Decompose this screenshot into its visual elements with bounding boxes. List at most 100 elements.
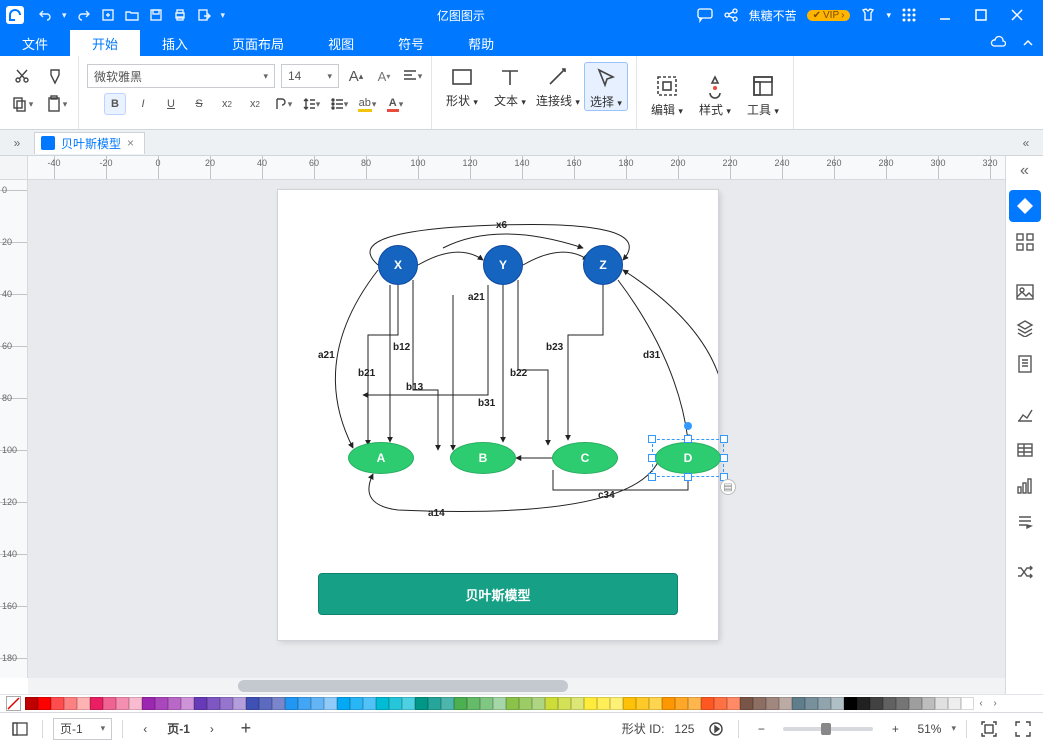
horizontal-scrollbar[interactable] xyxy=(28,678,1005,694)
color-swatch[interactable] xyxy=(896,697,909,710)
color-swatch[interactable] xyxy=(558,697,571,710)
color-swatch[interactable] xyxy=(194,697,207,710)
palette-chevron-icon[interactable]: › xyxy=(988,698,1002,709)
color-swatch[interactable] xyxy=(376,697,389,710)
rpane-image-icon[interactable] xyxy=(1009,276,1041,308)
rpane-chart-icon[interactable] xyxy=(1009,398,1041,430)
menu-item-6[interactable]: 帮助 xyxy=(446,30,516,56)
color-swatch[interactable] xyxy=(935,697,948,710)
status-layout-icon[interactable] xyxy=(8,717,32,741)
node-A[interactable]: A xyxy=(348,442,414,474)
zoom-thumb[interactable] xyxy=(821,723,831,735)
color-swatch[interactable] xyxy=(610,697,623,710)
rpane-indent-icon[interactable] xyxy=(1009,506,1041,538)
export-caret-icon[interactable]: ▾ xyxy=(221,10,226,21)
color-swatch[interactable] xyxy=(818,697,831,710)
color-swatch[interactable] xyxy=(363,697,376,710)
redo-icon[interactable] xyxy=(77,8,91,22)
diagram-title-box[interactable]: 贝叶斯模型 xyxy=(318,573,678,615)
color-swatch[interactable] xyxy=(311,697,324,710)
color-swatch[interactable] xyxy=(727,697,740,710)
save-icon[interactable] xyxy=(149,8,163,22)
color-swatch[interactable] xyxy=(38,697,51,710)
color-swatch[interactable] xyxy=(233,697,246,710)
menu-item-1[interactable]: 开始 xyxy=(70,30,140,56)
maximize-button[interactable] xyxy=(963,0,999,30)
color-swatch[interactable] xyxy=(883,697,896,710)
skin-caret-icon[interactable]: ▾ xyxy=(886,10,891,21)
color-swatch[interactable] xyxy=(701,697,714,710)
rotation-handle[interactable] xyxy=(684,422,692,430)
color-swatch[interactable] xyxy=(207,697,220,710)
menu-item-5[interactable]: 符号 xyxy=(376,30,446,56)
export-icon[interactable] xyxy=(197,8,211,22)
color-swatch[interactable] xyxy=(77,697,90,710)
color-swatch[interactable] xyxy=(389,697,402,710)
grow-font-icon[interactable]: A▴ xyxy=(345,65,367,87)
page[interactable]: XYZABCD▤ x6a21a21b12b21b13b23b22b31d31c3… xyxy=(278,190,718,640)
menu-item-4[interactable]: 视图 xyxy=(306,30,376,56)
selection-handle[interactable] xyxy=(648,454,656,462)
color-swatch[interactable] xyxy=(857,697,870,710)
menu-item-2[interactable]: 插入 xyxy=(140,30,210,56)
selection-handle[interactable] xyxy=(684,473,692,481)
color-swatch[interactable] xyxy=(922,697,935,710)
rpane-library-icon[interactable] xyxy=(1009,226,1041,258)
color-swatch[interactable] xyxy=(415,697,428,710)
rpane-table-icon[interactable] xyxy=(1009,434,1041,466)
color-swatch[interactable] xyxy=(714,697,727,710)
page-picker[interactable]: 页-1▾ xyxy=(53,718,112,740)
text-button[interactable]: 文本 ▾ xyxy=(488,62,532,109)
scrollbar-thumb[interactable] xyxy=(238,680,568,692)
format-painter-icon[interactable] xyxy=(42,63,70,89)
color-swatch[interactable] xyxy=(779,697,792,710)
color-swatch[interactable] xyxy=(740,697,753,710)
color-swatch[interactable] xyxy=(298,697,311,710)
node-Z[interactable]: Z xyxy=(583,245,623,285)
color-swatch[interactable] xyxy=(350,697,363,710)
select-button[interactable]: 选择 ▾ xyxy=(584,62,628,111)
color-swatch[interactable] xyxy=(870,697,883,710)
color-swatch[interactable] xyxy=(493,697,506,710)
color-swatch[interactable] xyxy=(649,697,662,710)
minimize-button[interactable] xyxy=(927,0,963,30)
zoom-value[interactable]: 51% xyxy=(917,722,941,736)
underline-button[interactable]: U xyxy=(160,93,182,115)
add-page-icon[interactable]: + xyxy=(234,717,258,741)
color-swatch[interactable] xyxy=(584,697,597,710)
color-swatch[interactable] xyxy=(116,697,129,710)
color-swatch[interactable] xyxy=(142,697,155,710)
node-Y[interactable]: Y xyxy=(483,245,523,285)
zoom-out-icon[interactable]: − xyxy=(749,717,773,741)
color-swatch[interactable] xyxy=(961,697,974,710)
zoom-slider[interactable] xyxy=(783,727,873,731)
close-button[interactable] xyxy=(999,0,1035,30)
color-swatch[interactable] xyxy=(272,697,285,710)
vip-badge[interactable]: ✔VIP› xyxy=(807,10,851,21)
color-swatch[interactable] xyxy=(51,697,64,710)
color-swatch[interactable] xyxy=(948,697,961,710)
share-icon[interactable] xyxy=(723,7,739,23)
doc-tab-close-icon[interactable]: × xyxy=(127,136,134,150)
font-color-icon[interactable]: A▾ xyxy=(384,93,406,115)
document-tab[interactable]: 贝叶斯模型 × xyxy=(34,132,145,154)
color-swatch[interactable] xyxy=(766,697,779,710)
line-spacing-icon[interactable]: ▾ xyxy=(300,93,322,115)
color-swatch[interactable] xyxy=(753,697,766,710)
edit-button[interactable]: 编辑 ▾ xyxy=(645,71,689,118)
palette-chevron-icon[interactable]: ‹ xyxy=(974,698,988,709)
open-icon[interactable] xyxy=(125,8,139,22)
tools-button[interactable]: 工具 ▾ xyxy=(741,71,785,118)
color-swatch[interactable] xyxy=(675,697,688,710)
app-logo[interactable] xyxy=(0,0,30,30)
highlight-icon[interactable]: ab▾ xyxy=(356,93,378,115)
node-X[interactable]: X xyxy=(378,245,418,285)
color-swatch[interactable] xyxy=(181,697,194,710)
canvas-viewport[interactable]: XYZABCD▤ x6a21a21b12b21b13b23b22b31d31c3… xyxy=(28,180,1005,678)
shape-button[interactable]: 形状 ▾ xyxy=(440,62,484,109)
connector-button[interactable]: 连接线 ▾ xyxy=(536,62,580,109)
font-size-select[interactable]: 14▾ xyxy=(281,64,339,88)
color-swatch[interactable] xyxy=(792,697,805,710)
color-swatch[interactable] xyxy=(467,697,480,710)
rpane-shuffle-icon[interactable] xyxy=(1009,556,1041,588)
